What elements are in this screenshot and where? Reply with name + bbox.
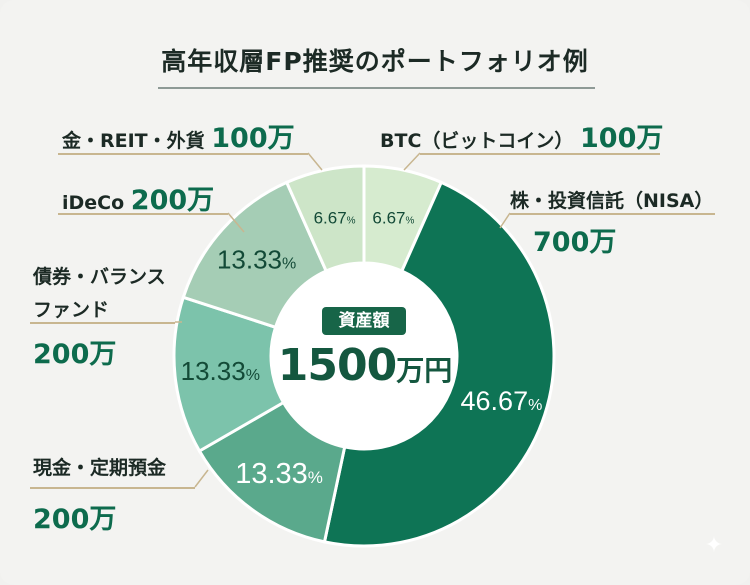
chart-title: 高年収層FP推奨のポートフォリオ例 xyxy=(161,47,589,76)
leader-gold xyxy=(58,153,308,155)
label-bonds-amount: 200万 xyxy=(33,339,117,370)
label-ideco-name: iDeCo xyxy=(62,192,125,214)
label-stocks-name: 株・投資信託（NISA） xyxy=(510,190,714,212)
leader-cash xyxy=(30,487,195,489)
slice-gold xyxy=(284,164,366,274)
leader-btc xyxy=(420,153,660,155)
total-number: 1500 xyxy=(277,340,397,391)
total-assets-badge: 資産額 xyxy=(322,307,406,335)
percent-label-bonds: 13.33% xyxy=(181,356,260,386)
total-assets-value: 1500万円 xyxy=(270,340,460,391)
label-btc-name: BTC（ビットコイン） xyxy=(380,130,574,152)
label-stocks: 株・投資信託（NISA） xyxy=(510,186,713,213)
leader-ideco xyxy=(58,213,228,215)
label-ideco-amount: 200万 xyxy=(130,185,215,216)
label-btc: BTC（ビットコイン） 100万 xyxy=(380,116,663,155)
label-btc-amount: 100万 xyxy=(580,123,664,154)
percent-label-btc: 6.67% xyxy=(372,209,414,228)
label-cash-name: 現金・定期預金 xyxy=(33,457,167,479)
label-cash-amount: 200万 xyxy=(33,504,117,535)
label-bonds-name-line1: 債券・バランス xyxy=(33,266,166,288)
label-bonds-name-line2: ファンド xyxy=(33,299,110,321)
percent-label-cash: 13.33% xyxy=(235,458,323,490)
total-unit: 万円 xyxy=(396,354,453,387)
percent-label-ideco: 13.33% xyxy=(217,244,296,274)
percent-label-gold: 6.67% xyxy=(314,209,356,228)
label-bonds: 債券・バランス ファンド xyxy=(33,262,166,322)
label-cash: 現金・定期預金 xyxy=(33,453,166,480)
leader-bonds xyxy=(30,322,175,324)
label-gold: 金・REIT・外貨 100万 xyxy=(62,116,295,155)
leader-stocks xyxy=(510,213,715,215)
sparkle-icon: ✦ xyxy=(704,533,724,558)
label-gold-name: 金・REIT・外貨 xyxy=(62,130,205,152)
label-ideco: iDeCo 200万 xyxy=(62,178,214,217)
title-divider xyxy=(158,87,595,89)
label-gold-amount: 100万 xyxy=(211,123,295,154)
label-stocks-amount: 700万 xyxy=(533,227,617,258)
donut-hole xyxy=(271,263,457,449)
percent-label-stocks: 46.67% xyxy=(461,386,543,416)
